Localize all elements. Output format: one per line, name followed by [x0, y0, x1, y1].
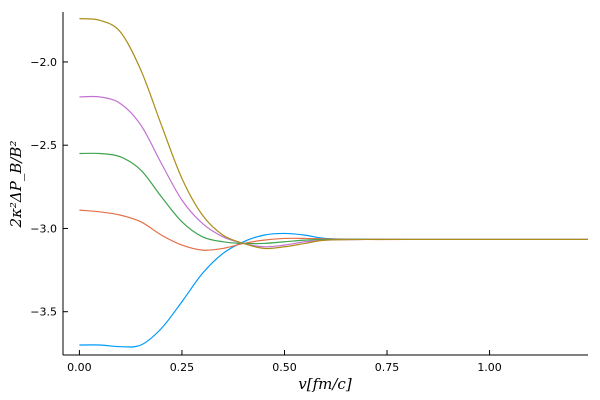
y-tick-label: −3.5	[30, 306, 57, 319]
x-tick-label: 0.25	[170, 361, 195, 374]
plot-area	[79, 18, 588, 348]
series-line-1	[79, 232, 588, 348]
y-tick-label: −2.5	[30, 139, 57, 152]
series-line-5	[79, 18, 588, 250]
series-line-4	[79, 95, 588, 248]
series-line-3	[79, 152, 588, 245]
y-ticks: −3.5 −3.0 −2.5 −2.0	[30, 56, 68, 319]
y-tick-label: −2.0	[30, 56, 57, 69]
x-tick-label: 0.75	[375, 361, 400, 374]
y-axis-label: 2κ²ΔP_B/B²	[7, 141, 25, 229]
series-line-2	[79, 209, 588, 251]
y-tick-label: −3.0	[30, 222, 57, 235]
x-tick-label: 0.50	[272, 361, 297, 374]
x-tick-label: 1.00	[477, 361, 502, 374]
x-ticks: 0.00 0.25 0.50 0.75 1.00	[67, 350, 502, 374]
x-axis-label: v[fm/c]	[298, 375, 352, 393]
x-tick-label: 0.00	[67, 361, 92, 374]
